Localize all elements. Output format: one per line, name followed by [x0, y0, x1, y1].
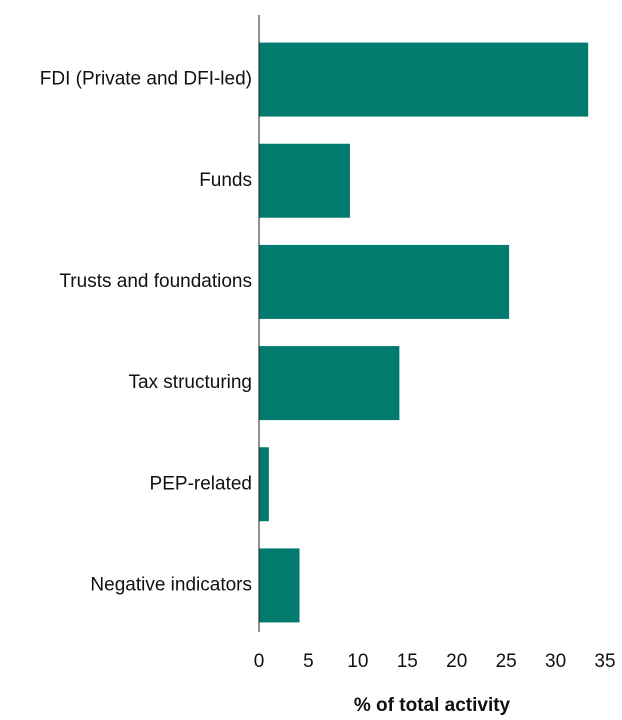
y-tick-label: FDI (Private and DFI-led): [40, 69, 252, 90]
x-tick-label: 25: [496, 651, 517, 672]
x-tick-label: 10: [347, 651, 368, 672]
bar: [259, 244, 510, 319]
bar: [259, 447, 269, 522]
x-tick-label: 20: [446, 651, 467, 672]
bar: [259, 42, 589, 117]
x-tick-label: 35: [594, 651, 615, 672]
y-tick-label: Trusts and foundations: [59, 271, 252, 292]
x-tick-label: 5: [303, 651, 314, 672]
x-axis-title: % of total activity: [354, 695, 511, 716]
y-tick-label: Negative indicators: [90, 574, 252, 595]
bar: [259, 548, 300, 623]
bar: [259, 143, 350, 218]
bar: [259, 346, 400, 421]
y-tick-label: Tax structuring: [128, 372, 252, 393]
x-tick-label: 30: [545, 651, 566, 672]
y-tick-label: Funds: [199, 170, 252, 191]
x-tick-label: 0: [254, 651, 265, 672]
x-tick-label: 15: [397, 651, 418, 672]
y-tick-label: PEP-related: [150, 473, 252, 494]
